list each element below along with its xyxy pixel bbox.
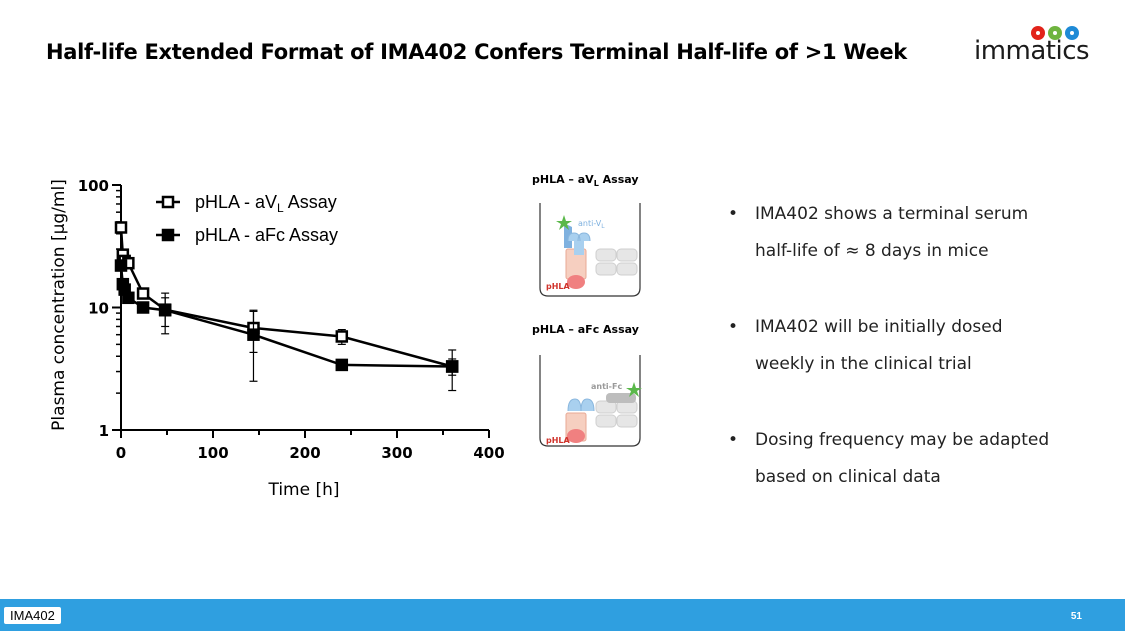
x-tick-label: 300 (381, 444, 412, 462)
data-point (114, 259, 128, 272)
anti-vl-label: anti-VL (578, 219, 605, 230)
phla-label: pHLA (546, 436, 571, 445)
data-point (122, 291, 135, 305)
footer-product-tag: IMA402 (4, 607, 61, 624)
series-pHLA-aFc (114, 259, 459, 382)
star-icon (556, 215, 572, 230)
immatics-logo (1031, 26, 1079, 40)
x-tick-label: 200 (289, 444, 320, 462)
page-number: 51 (1070, 611, 1082, 622)
x-axis-label: Time [h] (267, 480, 339, 500)
slide-title: Half-life Extended Format of IMA402 Conf… (46, 40, 907, 64)
data-point (158, 303, 172, 317)
x-tick-label: 100 (197, 444, 228, 462)
data-point (136, 301, 150, 314)
x-tick-label: 400 (473, 444, 504, 462)
bullet-dot-icon: • (728, 317, 739, 337)
bullet-dot-icon: • (728, 204, 739, 224)
data-point (136, 287, 150, 300)
assay-fc-title: pHLA – aFc Assay (532, 323, 639, 336)
legend-label: pHLA - aFc Assay (195, 225, 338, 245)
y-tick-label: 1 (99, 422, 109, 440)
logo-text: immatics (974, 36, 1090, 66)
assay-fc-diagram: pHLA – aFc Assay anti-Fc pHLA (520, 318, 670, 453)
key-findings-list: • IMA402 shows a terminal serum half-life … (728, 196, 1108, 535)
bullet-item: • IMA402 will be initially dosed weekly in… (728, 309, 1108, 383)
bullet-item: • IMA402 shows a terminal serum half-life … (728, 196, 1108, 270)
assay-fc-illustration: anti-Fc pHLA (539, 355, 642, 447)
legend-marker (161, 195, 175, 209)
y-tick-label: 10 (88, 300, 109, 318)
phla-label: pHLA (546, 282, 571, 291)
footer-bar: IMA402 51 (0, 599, 1125, 631)
bullet-dot-icon: • (728, 430, 739, 450)
legend-marker (161, 228, 175, 242)
star-icon (626, 382, 642, 397)
anti-fc-label: anti-Fc (591, 382, 622, 391)
data-point (445, 360, 459, 373)
assay-vl-diagram: pHLA – aVL Assay anti-VL pHLA (520, 168, 670, 303)
assay-vl-title: pHLA – aVL Assay (532, 173, 639, 189)
y-tick-label: 100 (78, 177, 109, 195)
assay-vl-illustration: anti-VL pHLA (539, 203, 641, 297)
x-tick-label: 0 (116, 444, 126, 462)
data-point (247, 328, 260, 341)
plasma-concentration-chart: 1 10 100 0 100 200 300 400 pHLA - aVL Assay pHLA… (49, 177, 505, 500)
legend-label: pHLA - aVL Assay (195, 192, 337, 215)
bullet-item: • Dosing frequency may be adapted based on… (728, 422, 1108, 496)
data-point (114, 221, 128, 234)
data-point (335, 330, 349, 343)
data-point (335, 358, 349, 372)
y-axis-label: Plasma concentration [µg/ml] (49, 179, 69, 431)
